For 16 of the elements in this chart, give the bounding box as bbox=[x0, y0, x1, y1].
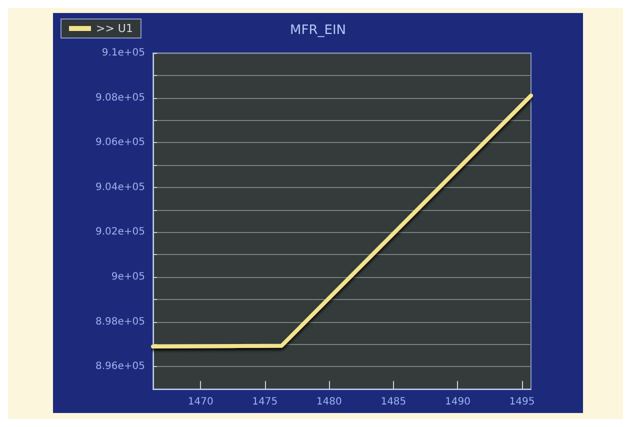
y-tick-label: 8.98e+05 bbox=[95, 316, 145, 328]
x-tick-label: 1470 bbox=[188, 396, 214, 408]
x-tick-label: 1490 bbox=[444, 396, 470, 408]
x-tick-label: 1485 bbox=[380, 396, 406, 408]
y-tick-label: 9.1e+05 bbox=[102, 48, 145, 58]
y-tick-label: 9.04e+05 bbox=[95, 182, 145, 193]
x-tick-label: 1475 bbox=[252, 396, 278, 408]
legend-label: >> U1 bbox=[96, 22, 133, 35]
y-tick-label: 9.02e+05 bbox=[95, 226, 145, 238]
x-tick-label: 1480 bbox=[316, 396, 342, 408]
x-tick-label: 1495 bbox=[509, 396, 535, 408]
y-tick-label: 9.08e+05 bbox=[95, 92, 145, 104]
y-tick-label: 8.96e+05 bbox=[95, 361, 145, 372]
y-tick-label: 9.06e+05 bbox=[95, 137, 145, 148]
chart-title: MFR_EIN bbox=[290, 23, 346, 38]
y-tick-label: 9e+05 bbox=[111, 272, 145, 282]
